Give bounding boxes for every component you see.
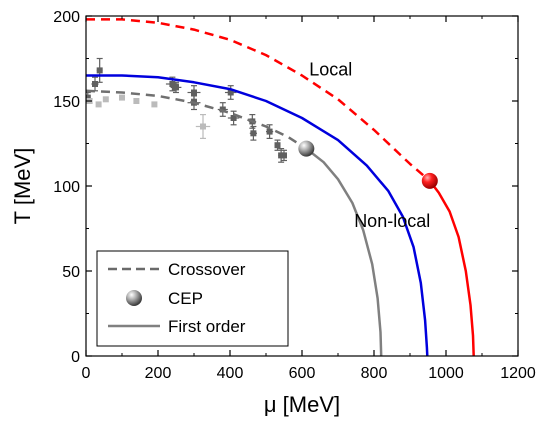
x-tick-label-4: 800 [361,365,388,382]
local-cep-marker [421,172,438,189]
lattice-points-dark-3-marker [169,81,176,87]
legend-cep-swatch [126,290,142,306]
x-tick-label-2: 400 [217,365,244,382]
ref-model-crossover-line [86,89,307,150]
lattice-points-dark-2-marker [96,67,103,74]
lattice-points-dark-4-marker [173,84,179,91]
x-tick-label-5: 1000 [428,365,464,382]
y-tick-label-4: 200 [53,9,80,26]
lattice-points-light-3-marker [119,94,125,101]
lattice-points-dark-12-marker [266,128,273,135]
legend-cep-label: CEP [168,289,203,308]
local-first-order-line [428,180,475,356]
lattice-points-dark-13-marker [274,142,281,149]
lattice-points-light-5-marker [151,101,158,108]
y-tick-label-2: 100 [53,179,80,196]
legend: Crossover CEP First order [96,250,289,347]
x-tick-label-1: 200 [145,365,172,382]
lattice-points-dark-15-marker [281,152,287,159]
lattice-points-dark-8-marker [219,106,226,113]
non-local-crossover-line [86,74,429,356]
axis-ticks: 0 200 400 600 800 1000 1200 0 50 100 150 200 [53,9,536,382]
lattice-points-light-2-marker [102,96,109,103]
x-tick-label-3: 600 [289,365,316,382]
annotation-local: Local [309,60,352,80]
lattice-points-dark-0-marker [86,94,91,101]
lattice-points-light-6-marker [200,123,206,130]
lattice-points-dark-11-marker [250,130,257,137]
lattice-points-light-1-marker [95,101,102,108]
legend-crossover-label: Crossover [168,260,246,279]
y-tick-label-0: 0 [71,349,80,366]
lattice-points-dark-5-marker [191,89,197,96]
y-tick-label-1: 50 [62,264,80,281]
ref-model-first-order-line [305,147,383,356]
lattice-points-dark-9-marker [230,115,237,121]
ref-model-cep-marker [298,140,315,157]
lattice-points-dark-7-marker [227,89,234,96]
lattice-points-light-4-marker [133,98,140,104]
legend-first-order-label: First order [168,317,246,336]
x-tick-label-6: 1200 [500,365,536,382]
lattice-points-dark-1-marker [92,81,98,87]
local-crossover-line [86,18,431,182]
y-tick-label-3: 150 [53,94,80,111]
x-axis-label: μ [MeV] [264,392,340,417]
x-tick-label-0: 0 [82,365,91,382]
annotation-non-local: Non-local [354,211,430,231]
plot-area [86,18,475,356]
y-axis-label: T [MeV] [10,148,35,225]
